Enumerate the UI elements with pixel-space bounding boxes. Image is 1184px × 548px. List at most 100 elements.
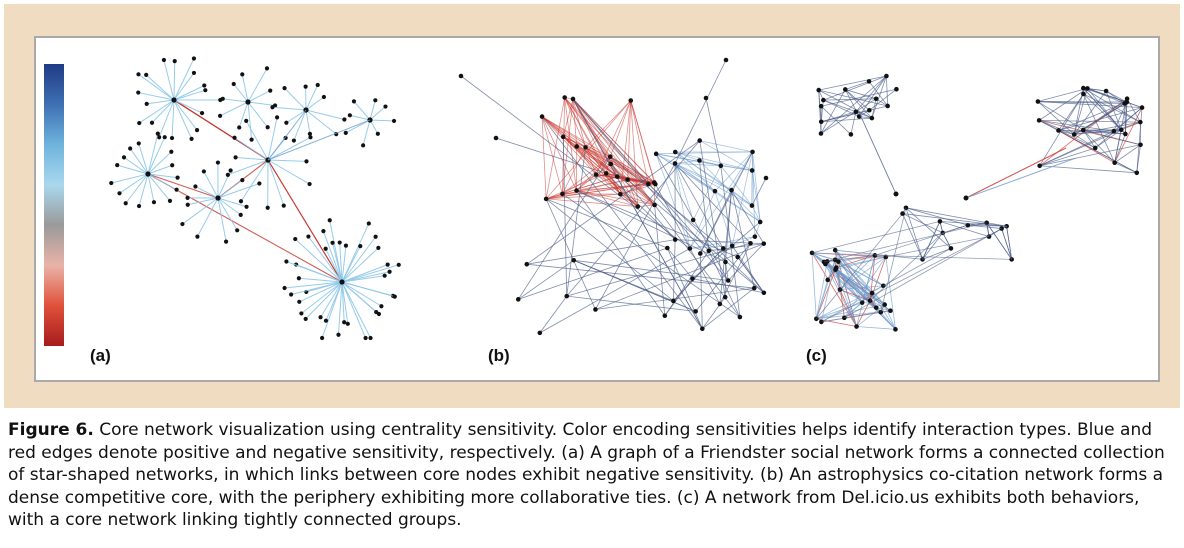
network-node [672, 149, 678, 155]
network-node [115, 162, 120, 168]
network-edge [267, 109, 307, 161]
network-edge [163, 59, 175, 101]
network-node [1139, 105, 1145, 110]
network-edge [325, 248, 343, 283]
core-edge [869, 232, 944, 301]
network-edge [182, 197, 219, 225]
periphery-edge [702, 296, 726, 330]
competitive-edge [541, 116, 618, 177]
network-edge [171, 99, 175, 139]
network-edge [284, 281, 343, 289]
network-node [161, 57, 167, 63]
competitive-edge [541, 116, 597, 175]
cluster-edge [1039, 147, 1096, 167]
network-node [1138, 119, 1143, 125]
periphery-edge [731, 189, 765, 244]
network-edge [247, 90, 271, 103]
cluster-edge [856, 326, 896, 330]
network-node [174, 187, 179, 192]
network-node [614, 174, 620, 179]
network-node [882, 302, 888, 307]
network-node [900, 211, 905, 216]
core-edge [874, 224, 968, 256]
network-node [1081, 91, 1086, 97]
competitive-edge [564, 97, 586, 148]
network-node [296, 276, 301, 281]
competitive-edge [585, 147, 649, 185]
network-edge [341, 247, 379, 283]
cluster-edge [868, 81, 888, 107]
core-edge [905, 207, 968, 226]
network-node [167, 198, 173, 203]
network-node [718, 163, 724, 169]
core-edge [823, 222, 987, 263]
periphery-edge [595, 163, 676, 310]
network-node [244, 204, 249, 209]
panel-c-label: (c) [806, 346, 827, 365]
core-edge [939, 220, 990, 237]
network-node [672, 237, 678, 242]
network-node [299, 311, 304, 316]
periphery-edge [576, 190, 726, 263]
network-node [225, 172, 230, 177]
network-edge [173, 72, 195, 101]
network-node [1112, 160, 1117, 166]
network-node [816, 87, 822, 93]
network-node [963, 195, 969, 201]
periphery-edge [562, 136, 568, 297]
network-node [336, 332, 341, 337]
network-node [195, 234, 200, 239]
network-node [194, 127, 200, 133]
network-node [321, 229, 326, 234]
panel-b-label: (b) [488, 346, 510, 365]
network-node [270, 105, 275, 110]
network-node [603, 171, 609, 176]
periphery-edge [545, 198, 674, 302]
core-edge [922, 248, 952, 260]
network-node [238, 212, 243, 217]
competitive-edge [620, 193, 639, 207]
network-edge [217, 197, 242, 216]
network-node [136, 72, 141, 77]
network-node [232, 135, 237, 140]
network-edge [222, 98, 249, 103]
network-node [458, 73, 464, 79]
network-node [382, 273, 387, 278]
network-node [885, 103, 890, 109]
collaborative-edge [674, 163, 691, 249]
network-edge [341, 275, 385, 283]
cluster-edge [816, 302, 863, 320]
periphery-edge [720, 165, 741, 318]
network-edge [286, 261, 343, 283]
network-edge [267, 159, 307, 162]
cluster-edge [820, 75, 887, 134]
network-node [375, 131, 380, 136]
periphery-edge [725, 261, 729, 281]
network-node [543, 196, 549, 202]
network-node [339, 279, 345, 285]
network-node [735, 254, 741, 260]
network-edge [138, 73, 175, 101]
network-edge [293, 109, 307, 141]
core-edge [1006, 226, 1013, 260]
network-node [220, 96, 225, 101]
network-node [268, 88, 273, 93]
periphery-edge [674, 59, 727, 164]
network-node [628, 98, 634, 103]
periphery-edge [648, 183, 765, 294]
network-edge [241, 74, 249, 103]
network-edge [305, 109, 345, 120]
network-node [893, 327, 898, 332]
network-node [293, 236, 298, 242]
collaborative-edge [674, 163, 761, 223]
network-node [185, 195, 190, 201]
competitive-edge [576, 190, 655, 206]
network-node [854, 324, 859, 329]
panel-a-label: (a) [90, 346, 111, 365]
network-b [458, 57, 769, 336]
periphery-edge [545, 198, 596, 310]
network-node [1036, 118, 1042, 123]
network-node [109, 180, 114, 186]
network-edge [267, 117, 278, 161]
network-node [1103, 88, 1109, 94]
